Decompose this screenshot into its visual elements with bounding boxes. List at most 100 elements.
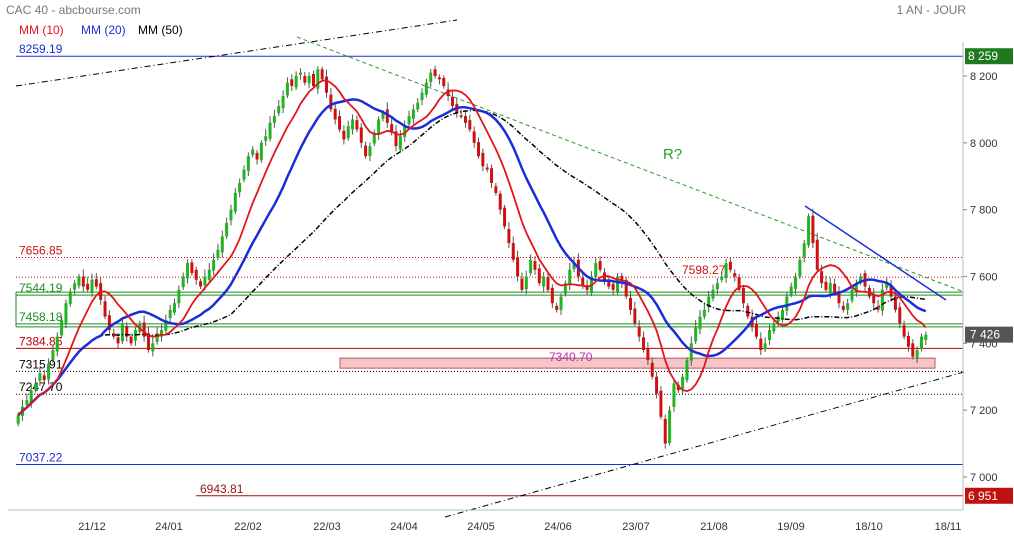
candle-body	[785, 296, 789, 311]
candle-body	[94, 279, 98, 287]
candle-body	[81, 276, 85, 287]
moving-averages	[17, 79, 927, 417]
candle-body	[86, 283, 90, 290]
candle-body	[715, 283, 719, 290]
candle-body	[294, 76, 298, 88]
last-price-bg	[965, 326, 1013, 343]
candle-body	[107, 315, 111, 330]
candle-body	[711, 289, 715, 299]
candle-body	[60, 319, 64, 336]
level-label-4: 7458.18	[19, 310, 63, 324]
candle-body	[372, 132, 376, 144]
candle-body	[533, 261, 537, 270]
candle-body	[303, 76, 307, 83]
period-label: 1 AN - JOUR	[897, 3, 967, 17]
candle-body	[251, 149, 255, 155]
candle-body	[229, 209, 233, 221]
candle-body	[859, 276, 863, 283]
level-label-9: 7037.22	[19, 451, 63, 465]
candle-body	[468, 120, 472, 130]
candle-body	[264, 136, 268, 141]
y-tick-label: 8 200	[970, 71, 998, 83]
candle-body	[68, 291, 72, 304]
candle-body	[255, 152, 259, 160]
candle-body	[611, 283, 615, 290]
candle-body	[581, 277, 585, 287]
candle-body	[47, 363, 51, 380]
candle-body	[238, 182, 242, 193]
candle-body	[420, 92, 424, 101]
candle-body	[655, 376, 659, 394]
x-tick-label: 21/08	[700, 521, 728, 533]
candle-body	[64, 303, 68, 324]
candle-body	[633, 308, 637, 324]
candle-body	[607, 279, 611, 287]
candle-body	[446, 89, 450, 97]
y-tick-label: 7 200	[970, 405, 998, 417]
candle-body	[207, 269, 211, 280]
candle-body	[846, 303, 850, 310]
candle-body	[733, 273, 737, 277]
candle-body	[737, 277, 741, 290]
candle-body	[550, 287, 554, 304]
candle-body	[694, 326, 698, 342]
candle-body	[51, 350, 55, 361]
candle-body	[746, 305, 750, 317]
candle-body	[316, 69, 320, 89]
candle-body	[355, 120, 359, 130]
candle-body	[90, 279, 94, 292]
candle-body	[763, 343, 767, 350]
candle-body	[311, 73, 315, 87]
y-tick-label: 7 600	[970, 272, 998, 284]
x-tick-label: 18/11	[935, 521, 962, 533]
candle-body	[463, 116, 467, 123]
candle-body	[342, 130, 346, 140]
candle-body	[164, 319, 168, 331]
level-label-6: 7340.70	[549, 350, 593, 364]
candle-body	[559, 296, 563, 310]
candle-body	[629, 297, 633, 310]
level-label-2: 7598.27	[682, 263, 726, 277]
candle-body	[689, 343, 693, 361]
candle-body	[281, 96, 285, 109]
candle-body	[433, 69, 437, 76]
candle-body	[542, 276, 546, 287]
candle-body	[659, 390, 663, 417]
candle-body	[741, 287, 745, 304]
level-label-7: 7315.91	[19, 357, 63, 371]
candle-body	[516, 257, 520, 277]
candle-body	[403, 126, 407, 137]
candle-body	[212, 259, 216, 271]
candle-body	[841, 305, 845, 310]
candle-body	[615, 276, 619, 292]
candle-body	[368, 146, 372, 157]
candle-body	[724, 263, 728, 278]
candle-body	[120, 323, 124, 342]
candle-body	[485, 167, 489, 170]
price-tag-10: 6 951	[968, 489, 998, 503]
candle-body	[794, 276, 798, 290]
candle-body	[259, 142, 263, 161]
candle-body	[646, 348, 650, 361]
candle-body	[103, 301, 107, 317]
candle-body	[181, 276, 185, 288]
candle-body	[268, 122, 272, 139]
legend-ma20: MM (20)	[81, 23, 126, 37]
candle-body	[598, 261, 602, 270]
x-tick-label: 18/10	[855, 521, 883, 533]
candle-body	[442, 78, 446, 87]
candle-body	[416, 102, 420, 110]
candle-body	[225, 223, 229, 237]
annotation-r: R?	[663, 146, 682, 163]
price-tag-bg-0	[965, 48, 1013, 65]
candle-body	[893, 296, 897, 310]
candle-body	[754, 323, 758, 337]
candle-body	[759, 338, 763, 351]
candle-body	[298, 72, 302, 75]
candle-body	[707, 296, 711, 308]
horizontal-levels: 8259.19 8 259 7656.85 7598.27 7544.19 7458.18…	[15, 42, 1013, 504]
candle-body	[772, 323, 776, 332]
candle-body	[55, 336, 59, 352]
candle-body	[555, 305, 559, 310]
